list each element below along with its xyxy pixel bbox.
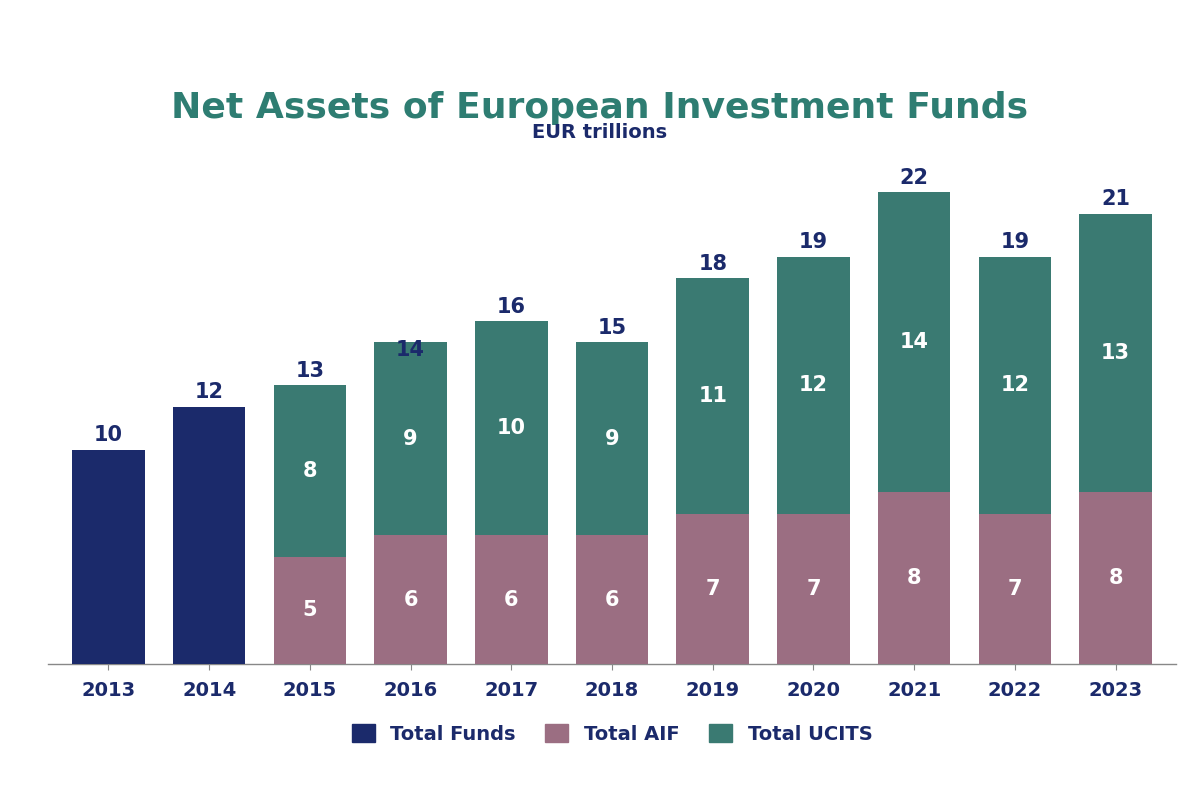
- Text: 15: 15: [598, 318, 626, 338]
- Text: 16: 16: [497, 297, 526, 317]
- Text: 22: 22: [900, 168, 929, 188]
- Text: 5: 5: [302, 600, 317, 621]
- Bar: [677, 514, 749, 664]
- Text: 13: 13: [1102, 343, 1130, 363]
- Bar: [374, 342, 446, 535]
- Bar: [878, 493, 950, 664]
- Text: 6: 6: [403, 590, 418, 610]
- Bar: [475, 321, 547, 535]
- Text: 8: 8: [907, 568, 922, 588]
- Bar: [274, 386, 346, 557]
- Bar: [878, 192, 950, 493]
- Text: 19: 19: [799, 232, 828, 252]
- Bar: [72, 450, 145, 664]
- Bar: [374, 535, 446, 664]
- Text: 19: 19: [1001, 232, 1030, 252]
- Bar: [1079, 493, 1152, 664]
- Text: 14: 14: [396, 339, 425, 359]
- Text: 6: 6: [504, 590, 518, 610]
- Bar: [677, 278, 749, 514]
- Bar: [778, 257, 850, 514]
- Text: 10: 10: [94, 426, 122, 446]
- Bar: [979, 257, 1051, 514]
- Bar: [576, 535, 648, 664]
- Text: Net Assets of European Investment Funds: Net Assets of European Investment Funds: [172, 91, 1028, 125]
- Text: 7: 7: [1008, 579, 1022, 599]
- Text: 8: 8: [1109, 568, 1123, 588]
- Text: 12: 12: [799, 375, 828, 395]
- Bar: [979, 514, 1051, 664]
- Text: 14: 14: [900, 333, 929, 352]
- Legend: Total Funds, Total AIF, Total UCITS: Total Funds, Total AIF, Total UCITS: [342, 714, 882, 754]
- Text: 12: 12: [1001, 375, 1030, 395]
- Text: 9: 9: [605, 429, 619, 449]
- Text: 21: 21: [1102, 190, 1130, 210]
- Text: 12: 12: [194, 382, 223, 402]
- Text: 8: 8: [302, 461, 317, 481]
- Text: 11: 11: [698, 386, 727, 406]
- Text: 10: 10: [497, 418, 526, 438]
- Bar: [274, 557, 346, 664]
- Text: EUR trillions: EUR trillions: [533, 122, 667, 142]
- Bar: [173, 406, 246, 664]
- Bar: [475, 535, 547, 664]
- Text: 18: 18: [698, 254, 727, 274]
- Text: 6: 6: [605, 590, 619, 610]
- Bar: [1079, 214, 1152, 493]
- Text: 13: 13: [295, 361, 324, 381]
- Text: 7: 7: [806, 579, 821, 599]
- Bar: [576, 342, 648, 535]
- Text: 9: 9: [403, 429, 418, 449]
- Bar: [778, 514, 850, 664]
- Text: 7: 7: [706, 579, 720, 599]
